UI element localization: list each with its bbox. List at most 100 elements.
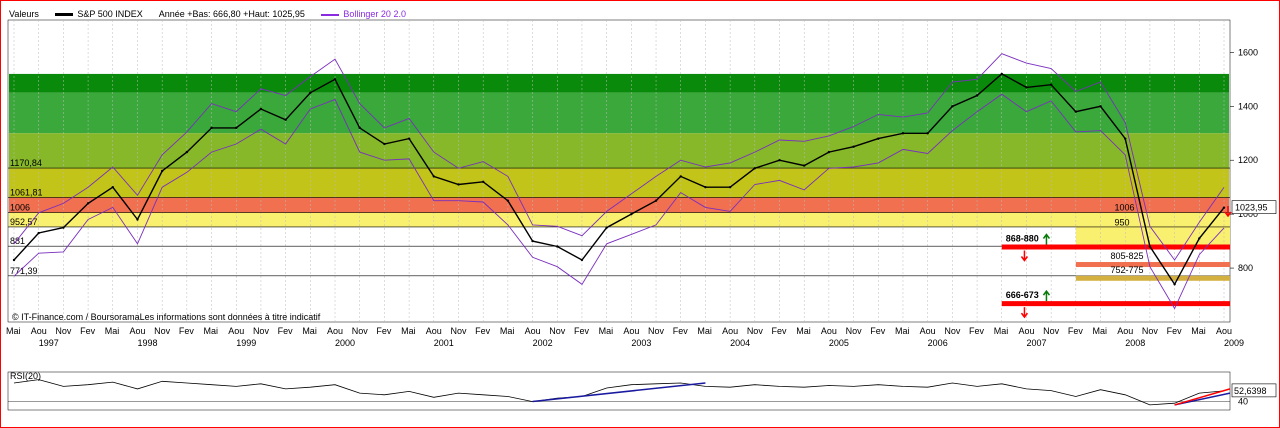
- price-point[interactable]: [531, 239, 534, 243]
- x-tick-label: Mai: [204, 326, 219, 336]
- price-point[interactable]: [12, 258, 16, 262]
- price-point[interactable]: [975, 94, 979, 97]
- price-point[interactable]: [259, 107, 263, 111]
- price-point[interactable]: [86, 202, 90, 205]
- price-point[interactable]: [901, 132, 905, 135]
- price-point[interactable]: [1148, 245, 1152, 248]
- x-tick-label: Fev: [673, 326, 689, 336]
- price-point[interactable]: [1124, 137, 1127, 140]
- x-tick-label: Nov: [1043, 326, 1060, 336]
- support-zone-bar: [1075, 262, 1230, 268]
- x-tick-label: Nov: [944, 326, 961, 336]
- price-point[interactable]: [383, 142, 386, 146]
- price-point[interactable]: [679, 175, 682, 178]
- price-point[interactable]: [160, 169, 164, 173]
- price-line[interactable]: [13, 73, 1225, 286]
- price-point[interactable]: [284, 118, 287, 121]
- price-point[interactable]: [111, 185, 114, 189]
- price-point[interactable]: [457, 183, 460, 186]
- price-point[interactable]: [630, 212, 633, 216]
- x-tick-label: Nov: [154, 326, 171, 336]
- price-point[interactable]: [1222, 206, 1226, 209]
- price-point[interactable]: [1099, 105, 1102, 108]
- price-point[interactable]: [877, 137, 880, 140]
- year-label: 1997: [39, 338, 59, 348]
- price-point[interactable]: [556, 245, 559, 248]
- price-point[interactable]: [778, 159, 781, 162]
- x-tick-label: Fev: [969, 326, 985, 336]
- price-point[interactable]: [1074, 110, 1078, 113]
- x-tick-label: Mai: [1191, 326, 1206, 336]
- x-tick-label: Mai: [6, 326, 21, 336]
- x-tick-label: Aou: [722, 326, 738, 336]
- x-tick-label: Aou: [129, 326, 145, 336]
- price-point[interactable]: [852, 145, 855, 148]
- price-point[interactable]: [1025, 86, 1028, 89]
- price-point[interactable]: [728, 185, 732, 189]
- support-zone-label: 868-880: [1006, 234, 1039, 244]
- price-point[interactable]: [333, 78, 337, 81]
- price-point[interactable]: [580, 258, 584, 262]
- x-tick-label: Fev: [1167, 326, 1183, 336]
- down-arrow-icon: [1020, 307, 1029, 319]
- price-point[interactable]: [951, 105, 954, 108]
- price-point[interactable]: [827, 150, 831, 154]
- year-label: 1999: [236, 338, 256, 348]
- price-point[interactable]: [37, 231, 40, 235]
- up-arrow-icon: [1042, 233, 1051, 245]
- x-tick-label: Aou: [920, 326, 936, 336]
- down-arrow-icon: [1224, 206, 1232, 218]
- price-point[interactable]: [1049, 83, 1053, 86]
- x-tick-label: Nov: [1142, 326, 1159, 336]
- price-point[interactable]: [654, 199, 658, 202]
- x-tick-label: Nov: [747, 326, 764, 336]
- support-zone-label: 805-825: [1111, 251, 1144, 261]
- price-point[interactable]: [926, 132, 929, 135]
- x-tick-label: Aou: [426, 326, 442, 336]
- year-label: 2008: [1125, 338, 1145, 348]
- level-label: 1006: [10, 203, 30, 213]
- price-point[interactable]: [481, 180, 485, 183]
- rsi-line[interactable]: [13, 379, 1225, 406]
- support-zone-bar: [1075, 275, 1230, 281]
- year-label: 2007: [1026, 338, 1046, 348]
- price-point[interactable]: [432, 175, 435, 178]
- price-point[interactable]: [605, 226, 608, 229]
- price-point[interactable]: [1000, 72, 1003, 76]
- price-point[interactable]: [185, 150, 189, 154]
- x-tick-label: Aou: [1216, 326, 1232, 336]
- y-tick-label: 1400: [1238, 101, 1258, 111]
- x-tick-label: Aou: [821, 326, 837, 336]
- price-point[interactable]: [136, 218, 139, 221]
- x-tick-label: Nov: [846, 326, 863, 336]
- price-point[interactable]: [210, 126, 213, 130]
- x-tick-label: Nov: [648, 326, 665, 336]
- price-point[interactable]: [309, 91, 312, 95]
- x-tick-label: Fev: [179, 326, 195, 336]
- price-point[interactable]: [235, 126, 238, 130]
- valeurs-label[interactable]: Valeurs: [9, 9, 39, 19]
- down-arrow-icon: [1020, 250, 1029, 262]
- up-arrow-icon: [1042, 289, 1051, 302]
- price-point[interactable]: [704, 185, 707, 189]
- price-point[interactable]: [753, 167, 757, 170]
- x-tick-label: Fev: [772, 326, 788, 336]
- price-point[interactable]: [1198, 237, 1201, 240]
- price-point[interactable]: [803, 164, 806, 167]
- year-label: 2001: [434, 338, 454, 348]
- price-point[interactable]: [1173, 283, 1176, 286]
- price-zone-band: [9, 73, 1229, 93]
- x-tick-label: Fev: [376, 326, 392, 336]
- price-point[interactable]: [62, 226, 65, 229]
- price-point[interactable]: [506, 199, 510, 202]
- x-tick-label: Mai: [105, 326, 120, 336]
- x-tick-label: Nov: [549, 326, 566, 336]
- x-tick-label: Mai: [895, 326, 910, 336]
- price-point[interactable]: [407, 137, 411, 140]
- level-label: 771,39: [10, 266, 38, 276]
- price-point[interactable]: [358, 126, 361, 130]
- level-label: 952,57: [10, 217, 38, 227]
- x-tick-label: Nov: [352, 326, 369, 336]
- last-value-box: [1231, 200, 1277, 214]
